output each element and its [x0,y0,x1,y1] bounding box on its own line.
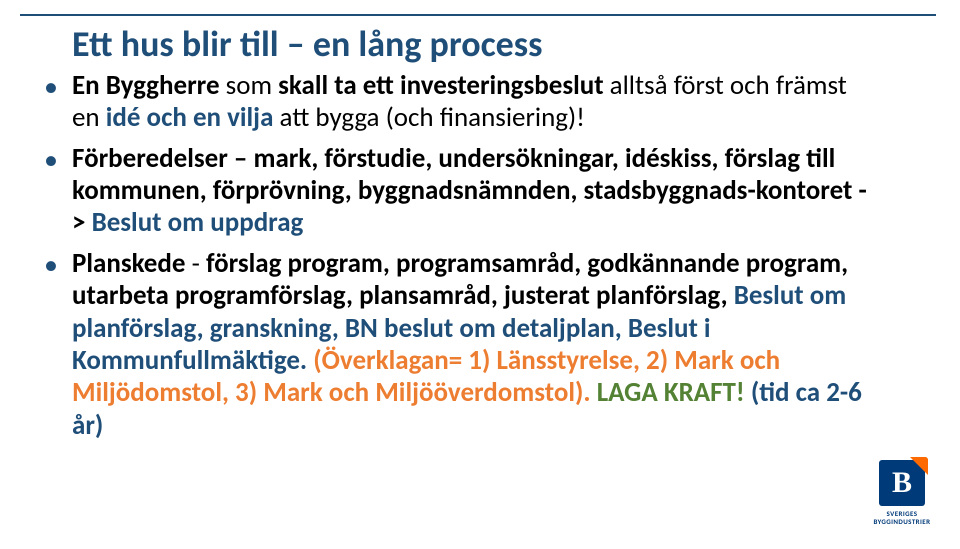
slide: Ett hus blir till – en lång process En B… [0,0,960,549]
text-run: Förberedelser – [72,142,253,175]
text-run: - [185,247,205,280]
bullet-list: En Byggherre som skall ta ett investerin… [44,70,870,442]
logo: B SVERIGES BYGGINDUSTRIER [872,460,932,525]
content-area: Ett hus blir till – en lång process En B… [44,26,870,450]
text-run: skall ta ett investeringsbeslut [278,69,610,102]
bullet-item: Planskede - förslag program, programsamr… [44,248,870,442]
page-title: Ett hus blir till – en lång process [72,26,870,64]
logo-letter: B [879,460,925,506]
text-run: LAGA KRAFT! [597,376,745,409]
bullet-item: Förberedelser – mark, förstudie, undersö… [44,143,870,240]
text-run: Planskede [72,247,185,280]
logo-square: B [879,460,925,506]
text-run: att bygga (och finansiering)! [280,101,585,134]
bullet-item: En Byggherre som skall ta ett investerin… [44,70,870,135]
text-run: idé och en vilja [106,101,280,134]
logo-text-line2: BYGGINDUSTRIER [872,518,932,525]
text-run: Beslut om uppdrag [92,206,304,239]
top-rule [20,14,936,16]
text-run: En Byggherre [72,69,220,102]
text-run: som [220,69,279,102]
